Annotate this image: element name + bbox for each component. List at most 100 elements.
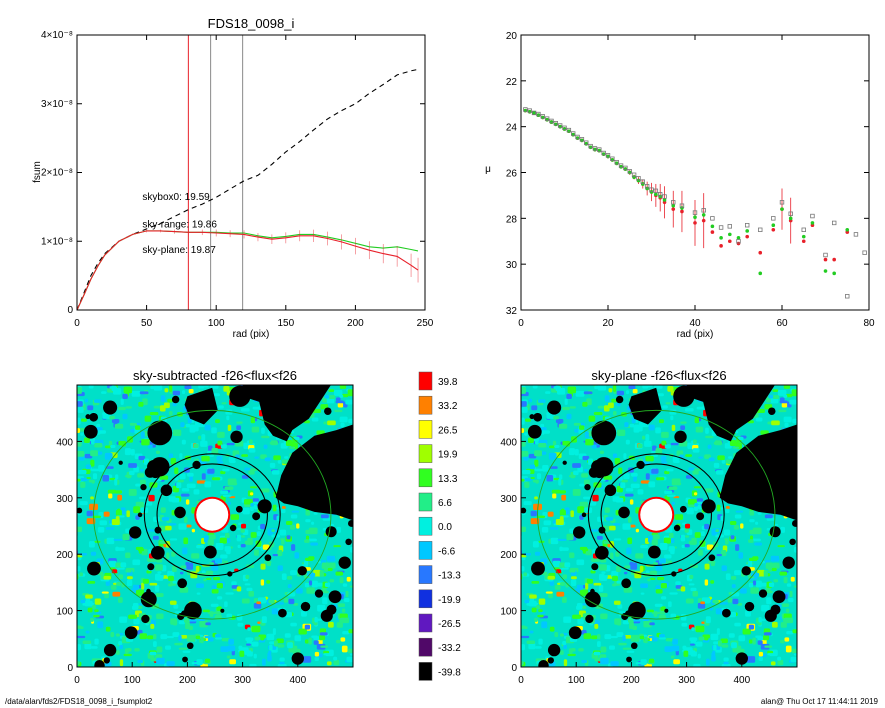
noise-blob [764, 645, 773, 648]
noise-blob [628, 516, 632, 523]
mu-point [605, 153, 611, 158]
noise-blob [113, 538, 123, 541]
mu-point [701, 213, 706, 217]
noise-blob [727, 597, 733, 603]
noise-blob [262, 658, 266, 666]
noise-blob [116, 582, 121, 586]
noise-blob [561, 567, 569, 570]
mu-point [653, 188, 659, 194]
noise-blob [616, 390, 625, 396]
noise-blob [213, 576, 221, 581]
noise-blob [328, 621, 334, 628]
noise-blob [276, 515, 280, 521]
mu-panel: 0 20 40 60 80 20 22 24 26 28 30 32 rad (pix) μ [485, 31, 875, 340]
noise-blob [129, 422, 138, 426]
noise-blob [622, 523, 631, 530]
noise-blob [122, 413, 128, 420]
noise-blob [258, 634, 267, 639]
mu-point [557, 123, 563, 128]
mask-star [673, 524, 681, 532]
mask-star [521, 507, 527, 514]
fsum-frame [76, 34, 426, 311]
noise-blob [160, 507, 166, 513]
noise-blob [629, 622, 634, 630]
noise-blob [132, 559, 141, 566]
noise-blob [115, 650, 120, 655]
noise-blob [574, 448, 579, 456]
noise-blob [637, 443, 643, 449]
noise-blob [173, 604, 179, 609]
noise-blob [692, 590, 698, 597]
noise-blob [603, 405, 610, 412]
noise-blob [522, 469, 531, 475]
noise-blob [615, 551, 620, 557]
mu-point [832, 257, 836, 262]
noise-blob [755, 521, 759, 525]
noise-blob [216, 583, 223, 589]
noise-blob [320, 514, 329, 519]
noise-blob [240, 523, 247, 529]
noise-blob [633, 425, 640, 433]
noise-blob [224, 532, 230, 539]
mu-point [623, 167, 628, 171]
noise-blob [187, 472, 194, 477]
noise-blob [185, 524, 192, 528]
noise-blob [665, 528, 673, 533]
noise-blob [555, 518, 564, 525]
noise-blob [277, 663, 287, 667]
noise-blob [712, 599, 719, 604]
mu-point [780, 207, 784, 211]
noise-blob [758, 618, 766, 621]
mu-point [601, 152, 606, 156]
noise-blob [562, 440, 567, 446]
noise-blob [94, 598, 102, 605]
noise-blob [618, 476, 623, 481]
noise-blob [666, 494, 676, 497]
noise-blob [659, 419, 664, 424]
noise-blob [698, 636, 705, 641]
noise-blob [169, 600, 177, 605]
noise-blob [752, 580, 757, 586]
mask-star [701, 499, 716, 514]
noise-blob [630, 483, 640, 489]
noise-blob [540, 423, 545, 428]
noise-blob [217, 440, 223, 446]
noise-blob [110, 445, 116, 448]
noise-blob [124, 448, 131, 456]
noise-blob [521, 534, 523, 541]
noise-blob [784, 637, 790, 642]
noise-blob [168, 385, 173, 392]
mask-star [186, 642, 194, 650]
mu-point [771, 223, 776, 228]
noise-blob [556, 591, 565, 597]
mu-point [549, 118, 554, 124]
noise-blob [228, 455, 235, 463]
noise-blob [783, 416, 792, 423]
noise-blob [118, 641, 123, 646]
noise-blob [247, 537, 253, 545]
noise-blob [279, 657, 285, 662]
mask-star [744, 601, 755, 612]
image-xtick-label: 300 [678, 675, 695, 686]
mu-point [566, 127, 572, 133]
noise-blob [261, 427, 265, 434]
noise-blob [655, 589, 663, 594]
noise-blob [342, 583, 348, 587]
noise-blob [622, 620, 629, 625]
noise-blob [689, 574, 694, 579]
mask-star [83, 424, 98, 439]
noise-blob [604, 507, 610, 513]
noise-blob [339, 394, 344, 398]
noise-blob [246, 587, 253, 592]
noise-blob [195, 635, 201, 640]
noise-blob [210, 385, 219, 389]
noise-blob [90, 437, 95, 445]
image-xtick-label: 200 [179, 675, 196, 686]
noise-blob [277, 644, 285, 648]
noise-blob [252, 501, 260, 504]
noise-blob [698, 549, 703, 556]
mask-star [782, 556, 795, 569]
mu-point [736, 241, 741, 246]
noise-blob [599, 450, 605, 454]
